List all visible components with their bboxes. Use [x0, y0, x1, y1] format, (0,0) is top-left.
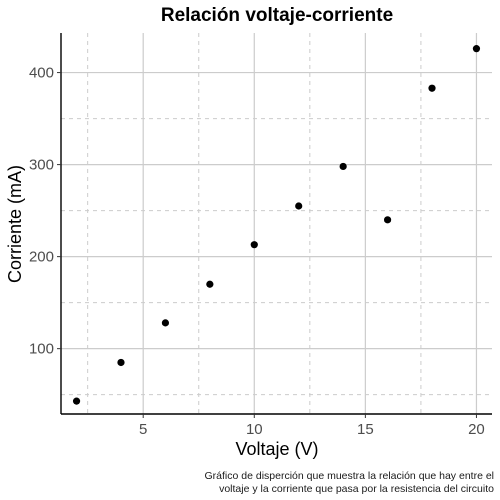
grid-layer	[61, 33, 492, 414]
data-point	[383, 216, 392, 224]
axis-layer	[60, 33, 492, 415]
data-point	[250, 241, 258, 249]
data-point	[472, 45, 481, 53]
data-point	[339, 162, 347, 171]
point-layer	[72, 45, 481, 405]
data-point	[161, 319, 170, 327]
data-point	[117, 358, 125, 367]
y-tick-label: 400	[29, 65, 54, 82]
caption-line-2: voltaje y la corriente que pasa por la r…	[219, 483, 494, 495]
y-axis-label: Corriente (mA)	[5, 165, 25, 283]
chart-title: Relación voltaje-corriente	[161, 5, 393, 26]
y-tick-label: 100	[29, 341, 54, 358]
y-tick-label: 200	[29, 249, 54, 266]
data-point	[428, 84, 436, 92]
caption-line-1: Gráfico de disperción que muestra la rel…	[205, 470, 495, 482]
data-point	[295, 202, 303, 210]
x-tick-label: 20	[468, 421, 485, 438]
tick-layer: 5 10 15 20 100 200 300 400	[29, 65, 485, 438]
data-point	[206, 280, 214, 288]
x-tick-label: 10	[246, 421, 263, 438]
x-axis-label: Voltaje (V)	[235, 439, 318, 459]
data-point	[72, 397, 81, 405]
x-tick-label: 15	[357, 421, 374, 438]
x-tick-label: 5	[139, 421, 147, 438]
y-tick-label: 300	[29, 157, 54, 174]
